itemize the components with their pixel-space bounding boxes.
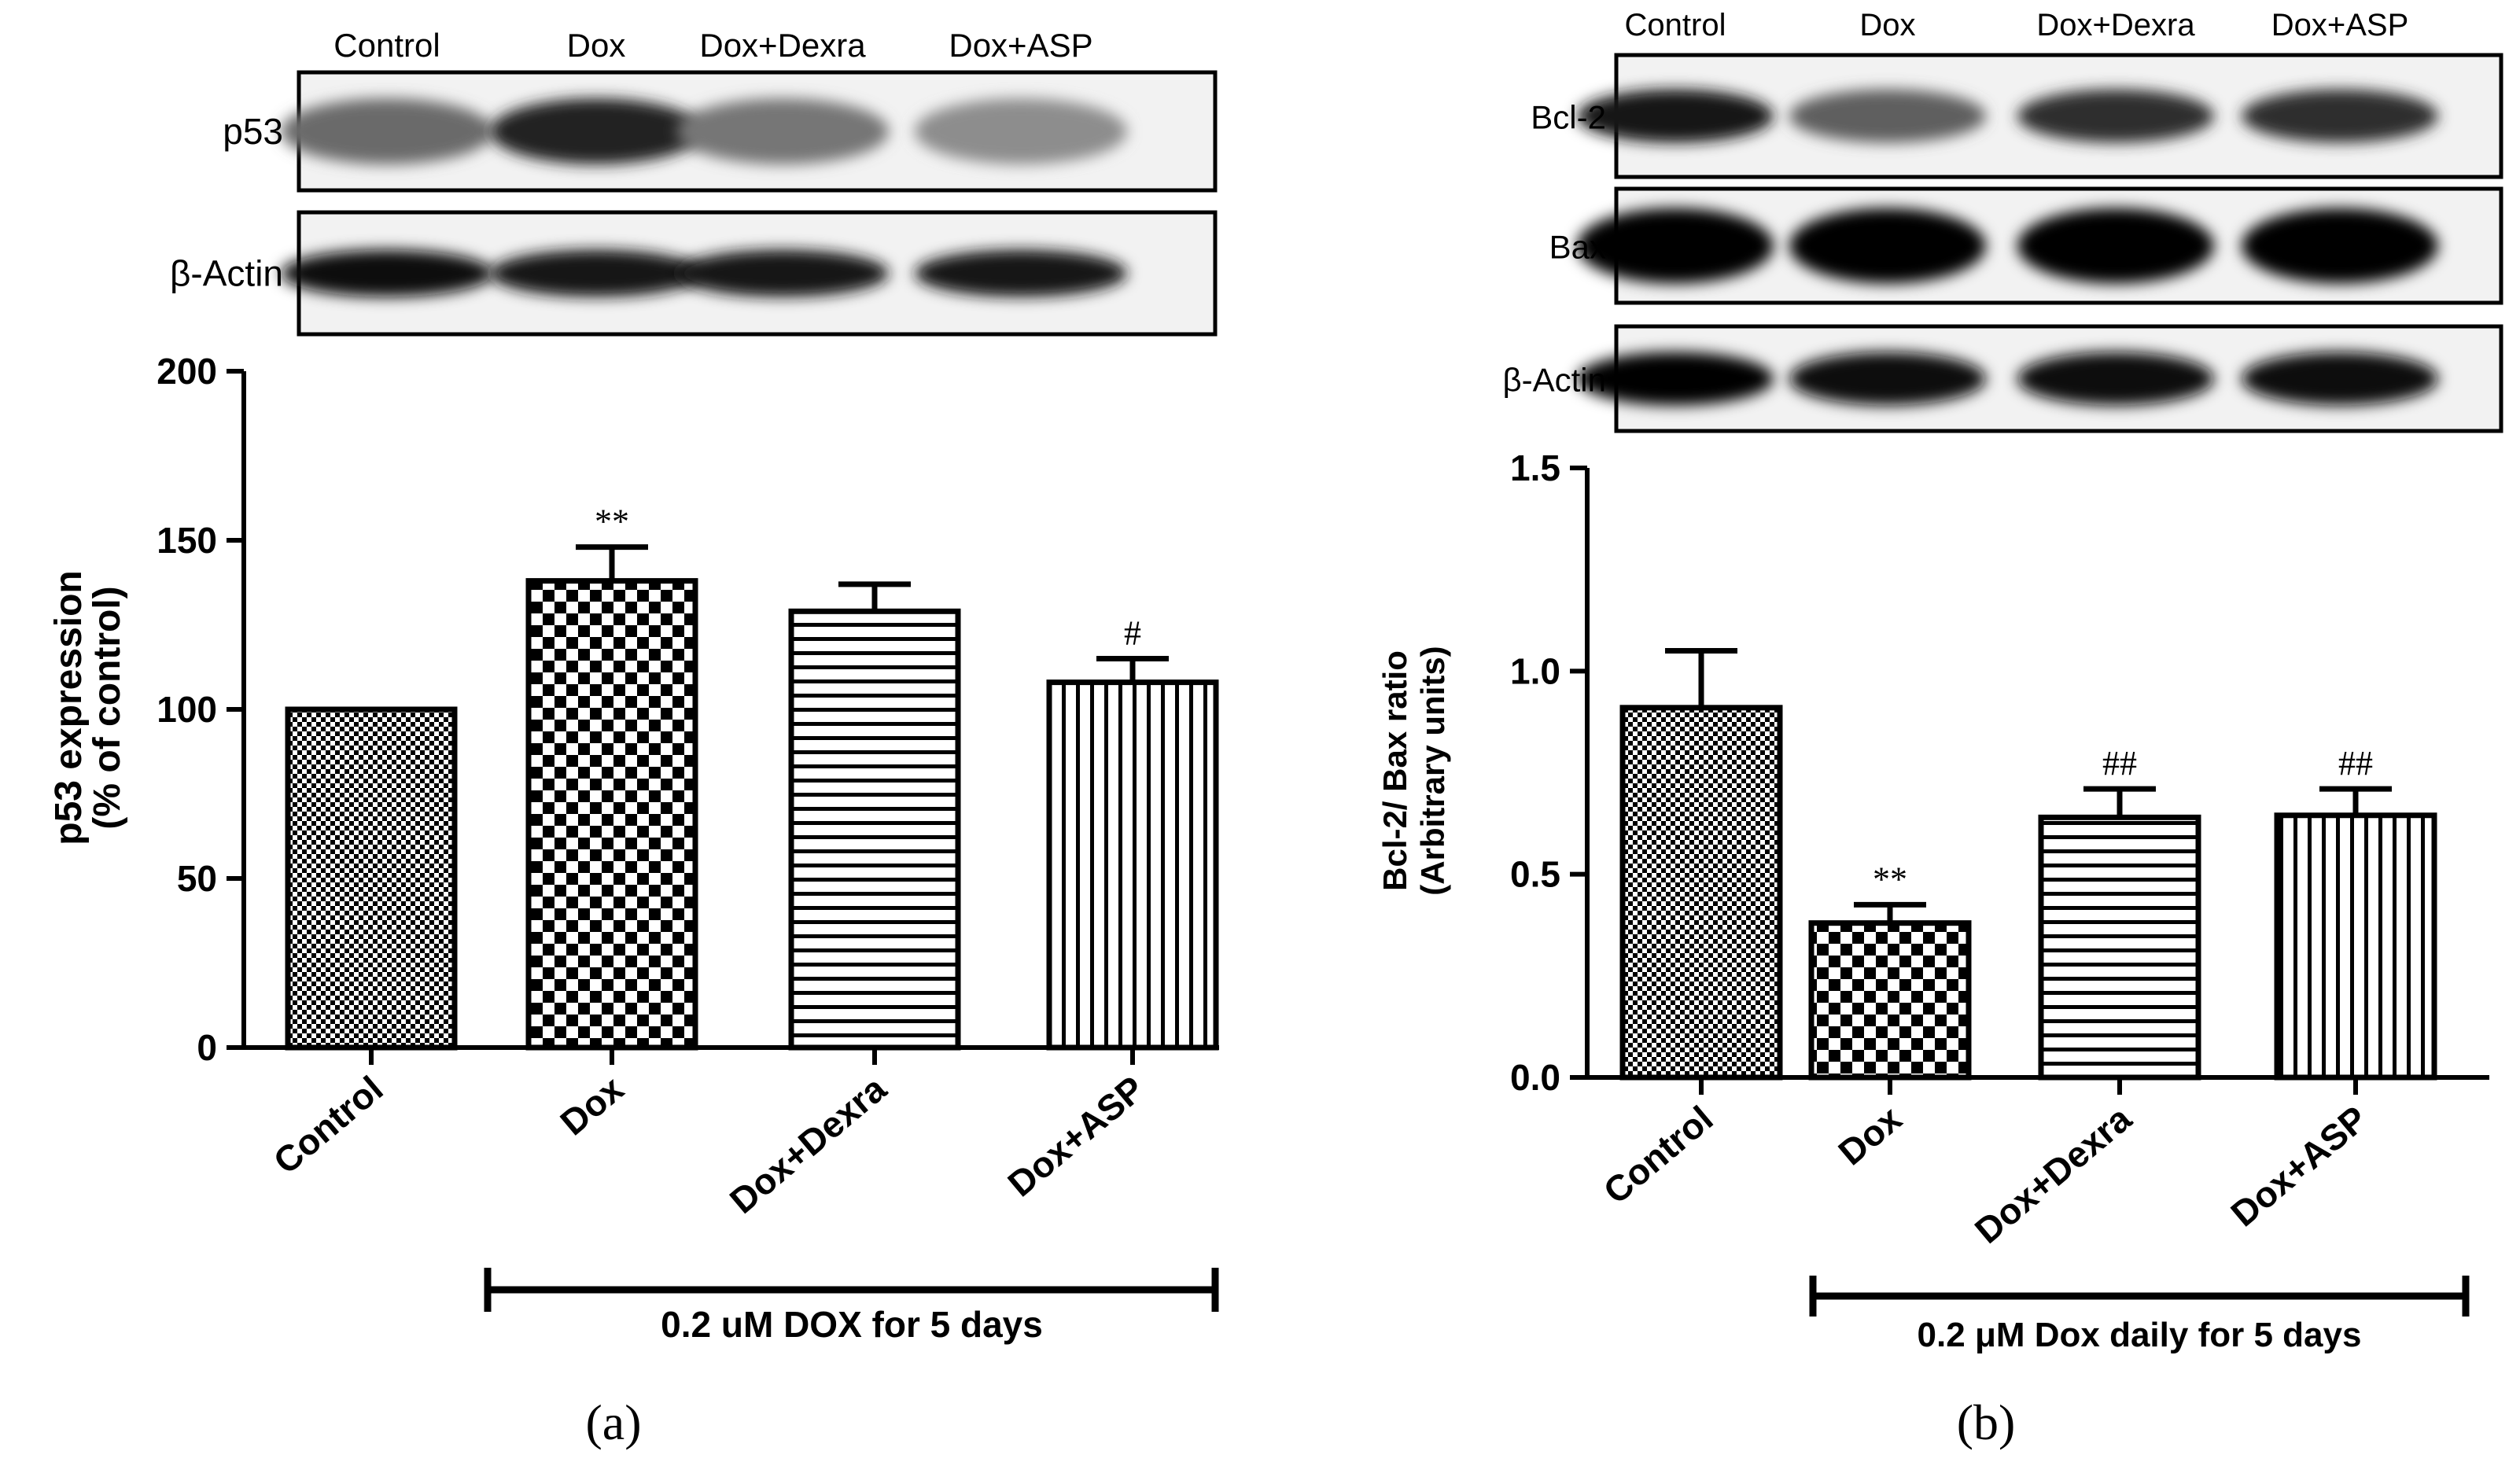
y-tick-label: 200 xyxy=(157,351,217,392)
x-tick-label: Dox xyxy=(552,1068,631,1143)
blot-row-label: β-Actin xyxy=(1502,362,1606,399)
blot-band xyxy=(1577,352,1774,406)
blot-band xyxy=(915,249,1127,297)
blot-lane-label: Control xyxy=(333,27,440,64)
y-tick-label: 1.0 xyxy=(1510,650,1560,691)
panel-letter-b: (b) xyxy=(1957,1394,2016,1450)
blot-lane-label: Control xyxy=(1625,8,1726,42)
blot-band xyxy=(2242,352,2438,406)
blot-band xyxy=(1789,89,1986,143)
blot-lane-label: Dox+Dexra xyxy=(699,27,866,64)
treatment-label-b: 0.2 μM Dox daily for 5 days xyxy=(1918,1316,2362,1354)
bar xyxy=(285,706,458,1051)
blot-row-label: p53 xyxy=(223,111,283,152)
bar xyxy=(1808,920,1972,1081)
blot-row-label: β-Actin xyxy=(170,253,283,294)
blot-lane-label: Dox+Dexra xyxy=(2036,8,2195,42)
panel-a: Control Dox Dox+Dexra Dox+ASP p53 β-Actin 0 50… xyxy=(48,27,1219,1450)
blot-band xyxy=(1577,89,1774,143)
y-tick-label: 0 xyxy=(197,1027,217,1068)
blot-band xyxy=(1789,352,1986,406)
bar xyxy=(1619,705,1783,1081)
blot-lane-label: Dox+ASP xyxy=(2271,8,2409,42)
blot-band xyxy=(490,98,702,164)
y-tick-label: 0.5 xyxy=(1510,854,1560,895)
blot-band xyxy=(1577,208,1774,284)
y-axis-subtitle: (% of control) xyxy=(87,586,128,829)
bar xyxy=(788,608,961,1051)
panel-letter-a: (a) xyxy=(585,1394,641,1450)
blot-band xyxy=(1789,208,1986,284)
y-tick-label: 100 xyxy=(157,689,217,730)
x-tick-label: Dox xyxy=(1830,1098,1909,1173)
blot-lane-label: Dox+ASP xyxy=(949,27,1092,64)
blot-row-label: Bcl-2 xyxy=(1531,99,1606,136)
x-tick-label: Dox+ASP xyxy=(1000,1068,1151,1205)
y-axis-subtitle: (Arbitrary units) xyxy=(1414,646,1451,895)
bar xyxy=(2274,812,2437,1081)
blot-band xyxy=(2242,89,2438,143)
blot-lane-label: Dox xyxy=(567,27,626,64)
y-tick-label: 50 xyxy=(177,858,217,899)
treatment-label-a: 0.2 uM DOX for 5 days xyxy=(661,1304,1043,1345)
panel-b: Control Dox Dox+Dexra Dox+ASP Bcl-2 Bax β-Acti… xyxy=(1376,8,2503,1450)
y-tick-label: 150 xyxy=(157,520,217,561)
bar xyxy=(2038,814,2201,1081)
x-tick-label: Dox+Dexra xyxy=(722,1068,894,1221)
x-tick-label: Dox+ASP xyxy=(2223,1098,2374,1235)
significance-marker: ** xyxy=(595,503,629,541)
y-tick-label: 0.0 xyxy=(1510,1057,1560,1098)
blot-band xyxy=(2017,89,2214,143)
blot-band xyxy=(281,249,493,297)
treatment-bracket-b: 0.2 μM Dox daily for 5 days xyxy=(1809,1276,2470,1354)
blot-band xyxy=(2017,208,2214,284)
bar-chart-a: 0 50 100 150 200 Control ** Dox Dox+Dexra # Dox+AS… xyxy=(48,351,1219,1221)
significance-marker: ## xyxy=(2102,744,2137,783)
western-blot-b: Control Dox Dox+Dexra Dox+ASP Bcl-2 Bax β-Acti… xyxy=(1502,8,2503,433)
bar xyxy=(525,578,698,1051)
significance-marker: # xyxy=(1124,614,1141,653)
y-tick-label: 1.5 xyxy=(1510,447,1560,488)
x-tick-label: Control xyxy=(1596,1098,1721,1212)
blot-band xyxy=(676,249,889,297)
bar-chart-b: 0.0 0.5 1.0 1.5 Control ** Dox ## Dox+Dexra ## Dox… xyxy=(1376,447,2489,1251)
blot-lane-label: Dox xyxy=(1859,8,1915,42)
x-tick-label: Dox+Dexra xyxy=(1967,1098,2139,1251)
significance-marker: ** xyxy=(1873,860,1907,898)
blot-band xyxy=(2017,352,2214,406)
significance-marker: ## xyxy=(2338,744,2373,783)
bar xyxy=(1046,679,1219,1051)
blot-row-label: Bax xyxy=(1549,229,1606,266)
treatment-bracket-a: 0.2 uM DOX for 5 days xyxy=(484,1268,1219,1345)
x-tick-label: Control xyxy=(266,1068,391,1182)
blot-band xyxy=(676,98,889,164)
blot-band xyxy=(281,98,493,164)
blot-band xyxy=(2242,208,2438,284)
blot-band xyxy=(490,249,702,297)
y-axis-title: p53 expression xyxy=(48,570,90,845)
blot-band xyxy=(915,98,1127,164)
western-blot-a: Control Dox Dox+Dexra Dox+ASP p53 β-Actin xyxy=(170,27,1218,337)
y-axis-title: Bcl-2/ Bax ratio xyxy=(1376,650,1413,891)
